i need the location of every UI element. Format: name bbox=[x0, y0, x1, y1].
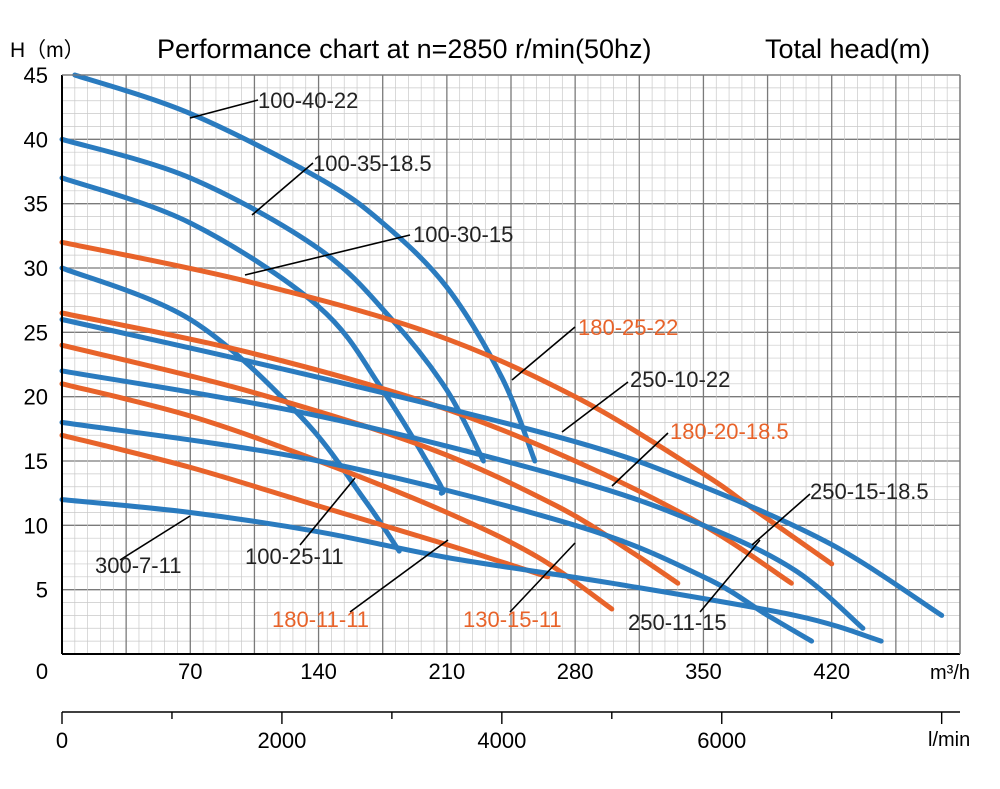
series-line-9 bbox=[59, 317, 945, 618]
x-tick-label: 70 bbox=[178, 659, 202, 684]
curves bbox=[59, 72, 945, 644]
leader-line-8 bbox=[299, 477, 356, 546]
series-label-180-20-18.5: 180-20-18.5 bbox=[670, 419, 789, 444]
x-tick-label: 210 bbox=[428, 659, 465, 684]
y-axis-label-right: Total head(m) bbox=[765, 34, 930, 64]
series-line-8 bbox=[59, 432, 551, 580]
series-label-250-11-15: 250-11-15 bbox=[628, 610, 727, 635]
series-label-180-11-11: 180-11-11 bbox=[272, 607, 369, 632]
y-tick-label: 35 bbox=[24, 192, 48, 217]
series-labels: 100-40-22 100-35-18.5 100-30-15 180-25-2… bbox=[95, 88, 929, 635]
series-line-6 bbox=[59, 342, 681, 586]
x-unit-primary: m³/h bbox=[930, 662, 970, 684]
x-tick-labels: 0 70 140 210 280 350 420 bbox=[36, 659, 850, 684]
series-label-100-25-11: 100-25-11 bbox=[245, 544, 344, 569]
x-tick-label: 280 bbox=[557, 659, 594, 684]
leader-line-5 bbox=[611, 432, 669, 487]
x-unit-secondary: l/min bbox=[928, 729, 970, 751]
series-label-250-15-18.5: 250-15-18.5 bbox=[810, 479, 929, 504]
x-tick-label: 140 bbox=[300, 659, 337, 684]
leader-lines bbox=[119, 99, 811, 613]
series-line-0 bbox=[72, 72, 538, 464]
series-line-12 bbox=[59, 497, 884, 644]
series-line-1 bbox=[59, 136, 486, 464]
series-line-10 bbox=[59, 368, 866, 631]
series-line-11 bbox=[59, 419, 815, 644]
leader-line-4 bbox=[561, 381, 629, 433]
series-label-180-25-22: 180-25-22 bbox=[578, 315, 678, 340]
leader-line-1 bbox=[251, 162, 314, 216]
series-label-300-7-11: 300-7-11 bbox=[95, 553, 181, 578]
secondary-axis-labels: 0 2000 4000 6000 bbox=[56, 728, 746, 753]
series-label-250-10-22: 250-10-22 bbox=[630, 367, 730, 392]
series-line-2 bbox=[59, 175, 446, 496]
secondary-tick-label: 2000 bbox=[257, 728, 306, 753]
y-axis-label: H（m） bbox=[10, 39, 85, 62]
leader-line-7 bbox=[119, 515, 191, 561]
leader-line-3 bbox=[511, 326, 576, 381]
leader-line-11 bbox=[699, 539, 761, 613]
series-label-100-35-18.5: 100-35-18.5 bbox=[313, 151, 432, 176]
secondary-tick-label: 4000 bbox=[477, 728, 526, 753]
y-tick-label: 40 bbox=[24, 127, 48, 152]
y-tick-label: 30 bbox=[24, 256, 48, 281]
grid bbox=[61, 74, 961, 655]
leader-line-9 bbox=[349, 539, 449, 613]
y-tick-labels: 5 10 15 20 25 30 35 40 45 bbox=[24, 63, 48, 603]
series-label-100-40-22: 100-40-22 bbox=[258, 88, 358, 113]
y-tick-label: 45 bbox=[24, 63, 48, 88]
series-label-130-15-11: 130-15-11 bbox=[463, 607, 562, 632]
x-tick-label: 420 bbox=[813, 659, 850, 684]
y-tick-label: 15 bbox=[24, 449, 48, 474]
series-label-100-30-15: 100-30-15 bbox=[413, 222, 513, 247]
secondary-tick-label: 6000 bbox=[697, 728, 746, 753]
x-tick-label: 0 bbox=[36, 659, 48, 684]
y-tick-label: 5 bbox=[36, 578, 48, 603]
secondary-tick-label: 0 bbox=[56, 728, 68, 753]
y-tick-label: 10 bbox=[24, 513, 48, 538]
y-tick-label: 20 bbox=[24, 385, 48, 410]
x-tick-label: 350 bbox=[685, 659, 722, 684]
chart-title: Performance chart at n=2850 r/min(50hz) bbox=[157, 34, 652, 64]
y-tick-label: 25 bbox=[24, 320, 48, 345]
leader-line-0 bbox=[189, 99, 259, 119]
leader-line-6 bbox=[751, 493, 811, 546]
series-line-7 bbox=[59, 381, 615, 612]
leader-line-2 bbox=[244, 234, 411, 276]
leader-line-10 bbox=[509, 542, 576, 613]
axes bbox=[61, 74, 961, 724]
